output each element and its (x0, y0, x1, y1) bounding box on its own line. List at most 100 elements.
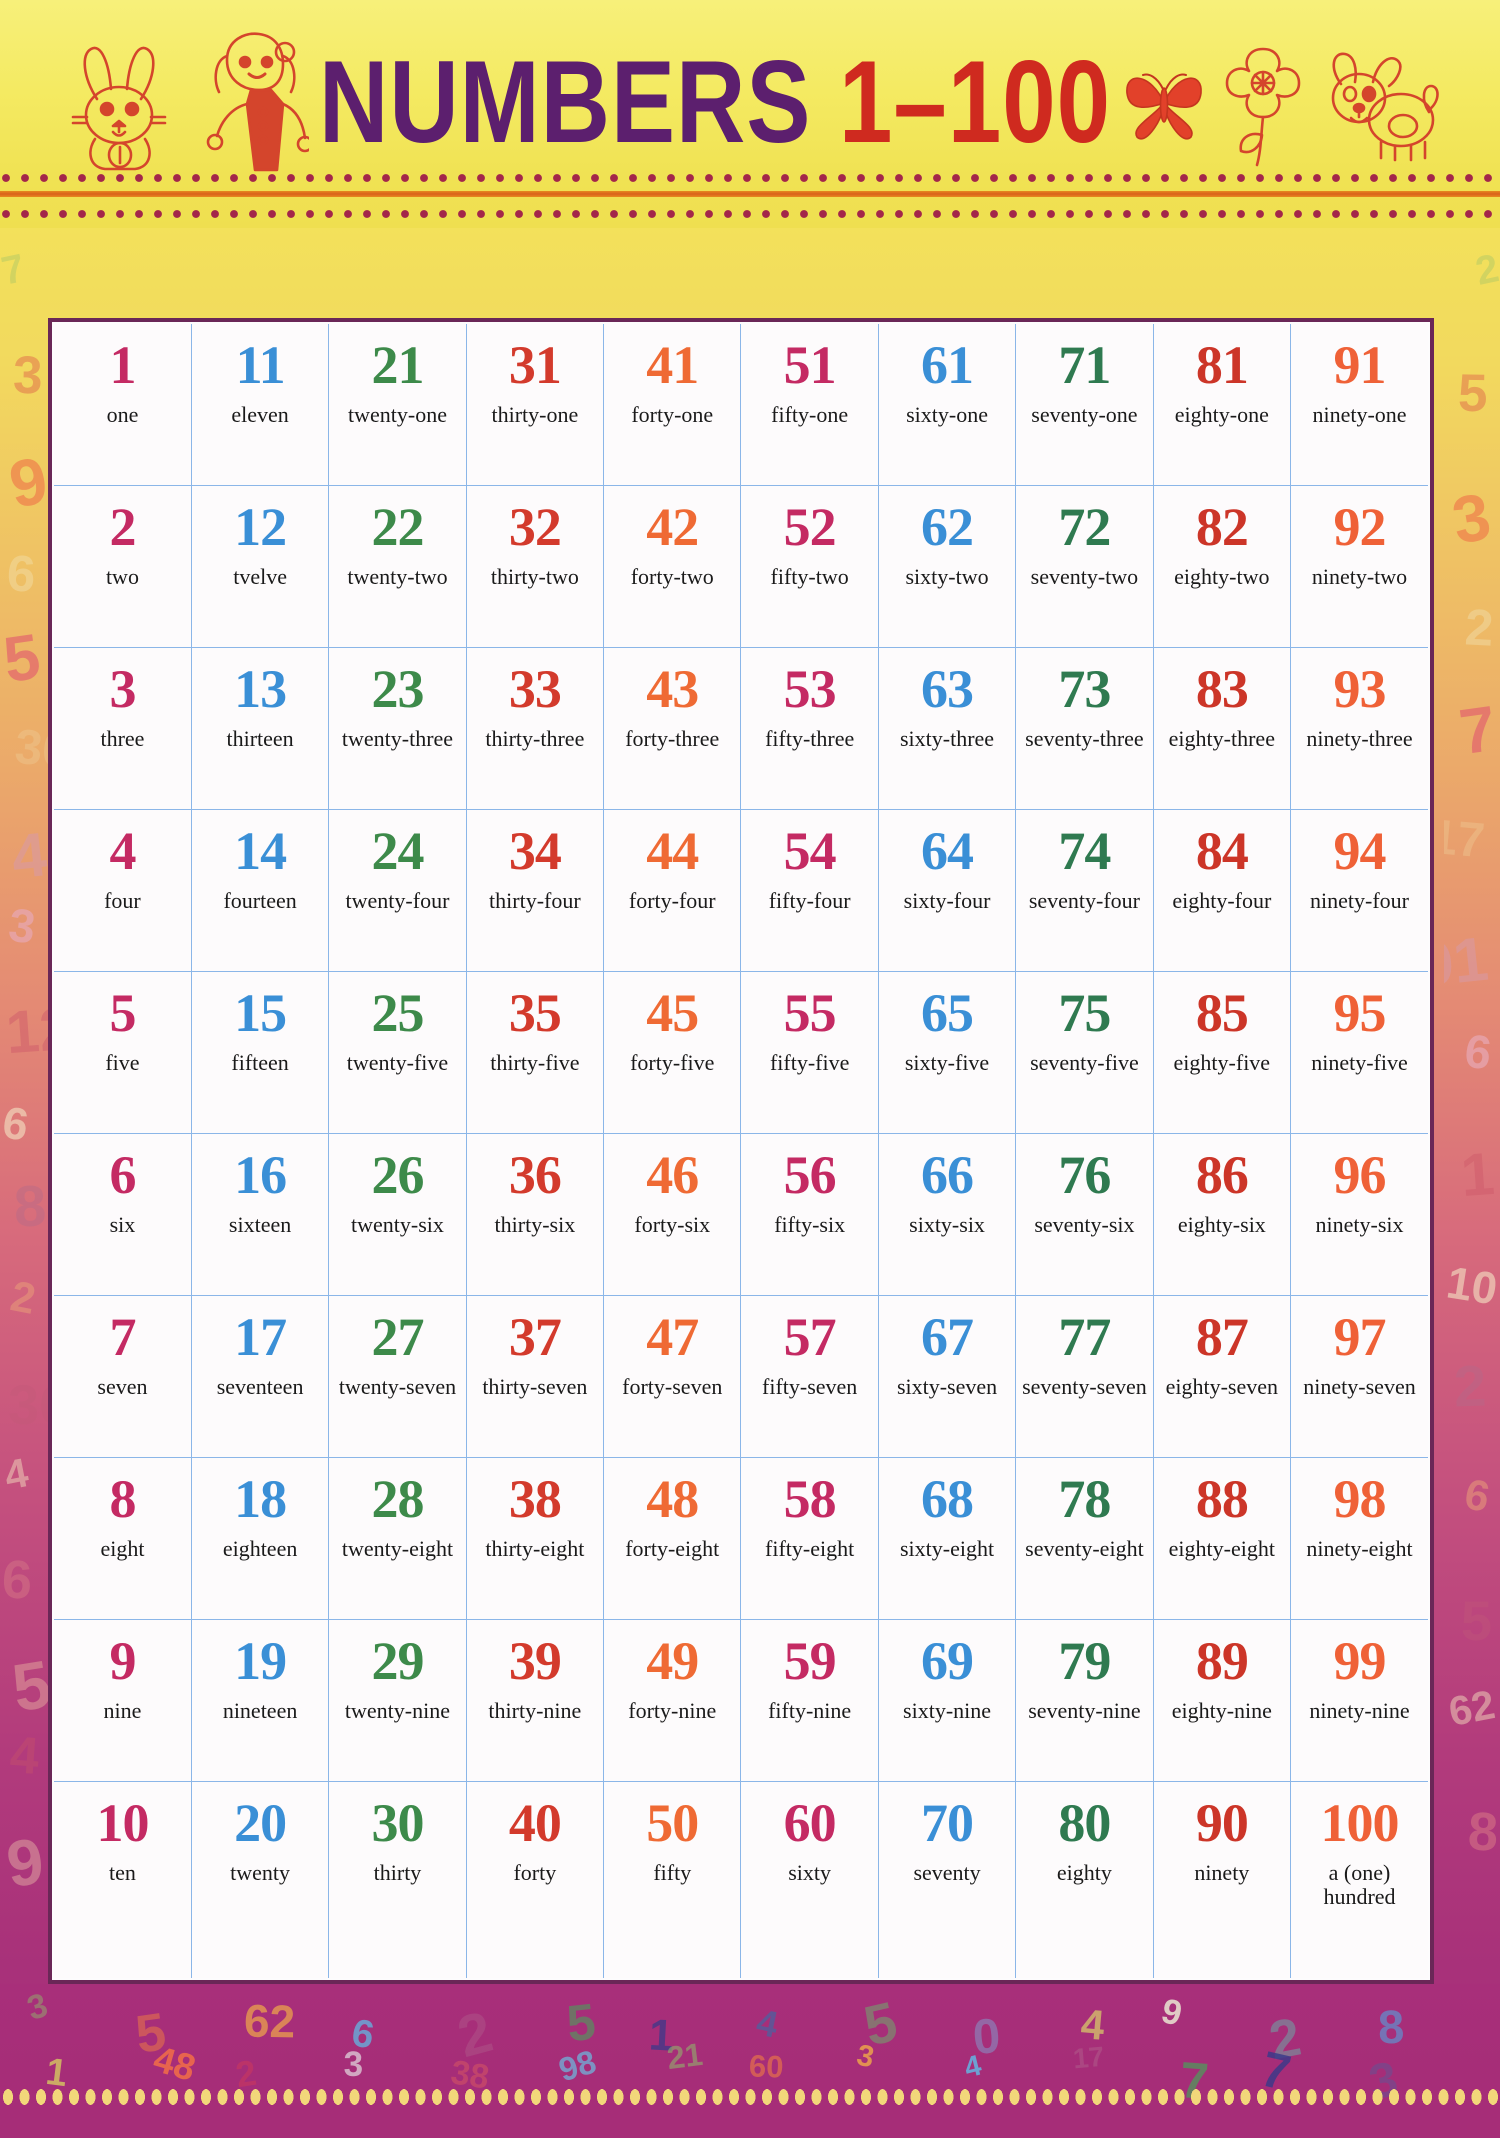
number-cell[interactable]: 60 sixty (740, 1780, 879, 1978)
number-cell[interactable]: 71 seventy-one (1015, 324, 1154, 486)
number-cell[interactable]: 97 ninety-seven (1290, 1294, 1428, 1458)
number-cell[interactable]: 90 ninety (1152, 1780, 1292, 1978)
number-cell[interactable]: 94 ninety-four (1290, 808, 1428, 972)
number-cell[interactable]: 19 nineteen (190, 1618, 330, 1782)
number-cell[interactable]: 44 forty-four (603, 808, 742, 972)
number-cell[interactable]: 77 seventy-seven (1015, 1294, 1154, 1458)
number-cell[interactable]: 11 eleven (190, 324, 330, 486)
number-cell[interactable]: 45 forty-five (603, 970, 742, 1134)
number-cell[interactable]: 80 eighty (1015, 1780, 1154, 1978)
number-cell[interactable]: 24 twenty-four (328, 808, 467, 972)
number-cell[interactable]: 54 fifty-four (740, 808, 879, 972)
number-cell[interactable]: 83 eighty-three (1152, 646, 1292, 810)
number-cell[interactable]: 59 fifty-nine (740, 1618, 879, 1782)
number-cell[interactable]: 76 seventy-six (1015, 1132, 1154, 1296)
number-cell[interactable]: 100 a (one) hundred (1290, 1780, 1428, 1978)
number-cell[interactable]: 22 twenty-two (328, 484, 467, 648)
number-cell[interactable]: 56 fifty-six (740, 1132, 879, 1296)
number-cell[interactable]: 14 fourteen (190, 808, 330, 972)
number-cell[interactable]: 35 thirty-five (465, 970, 605, 1134)
number-cell[interactable]: 74 seventy-four (1015, 808, 1154, 972)
number-cell[interactable]: 38 thirty-eight (465, 1456, 605, 1620)
number-cell[interactable]: 67 sixty-seven (877, 1294, 1017, 1458)
number-cell[interactable]: 78 seventy-eight (1015, 1456, 1154, 1620)
number-cell[interactable]: 28 twenty-eight (328, 1456, 467, 1620)
number-cell[interactable]: 12 tvelve (190, 484, 330, 648)
number-cell[interactable]: 70 seventy (877, 1780, 1017, 1978)
number-cell[interactable]: 3 three (54, 646, 192, 810)
number-cell[interactable]: 5 five (54, 970, 192, 1134)
number-cell[interactable]: 53 fifty-three (740, 646, 879, 810)
number-cell[interactable]: 84 eighty-four (1152, 808, 1292, 972)
number-cell[interactable]: 46 forty-six (603, 1132, 742, 1296)
number-cell[interactable]: 6 six (54, 1132, 192, 1296)
number-cell[interactable]: 48 forty-eight (603, 1456, 742, 1620)
number-cell[interactable]: 47 forty-seven (603, 1294, 742, 1458)
number-cell[interactable]: 18 eighteen (190, 1456, 330, 1620)
number-cell[interactable]: 32 thirty-two (465, 484, 605, 648)
number-cell[interactable]: 65 sixty-five (877, 970, 1017, 1134)
number-cell[interactable]: 73 seventy-three (1015, 646, 1154, 810)
number-cell[interactable]: 63 sixty-three (877, 646, 1017, 810)
number-cell[interactable]: 93 ninety-three (1290, 646, 1428, 810)
number-cell[interactable]: 41 forty-one (603, 324, 742, 486)
number-cell[interactable]: 87 eighty-seven (1152, 1294, 1292, 1458)
number-cell[interactable]: 30 thirty (328, 1780, 467, 1978)
number-cell[interactable]: 88 eighty-eight (1152, 1456, 1292, 1620)
number-cell[interactable]: 17 seventeen (190, 1294, 330, 1458)
number-cell[interactable]: 29 twenty-nine (328, 1618, 467, 1782)
number-cell[interactable]: 95 ninety-five (1290, 970, 1428, 1134)
number-cell[interactable]: 2 two (54, 484, 192, 648)
number-cell[interactable]: 34 thirty-four (465, 808, 605, 972)
number-cell[interactable]: 36 thirty-six (465, 1132, 605, 1296)
number-cell[interactable]: 13 thirteen (190, 646, 330, 810)
number-cell[interactable]: 9 nine (54, 1618, 192, 1782)
number-cell[interactable]: 79 seventy-nine (1015, 1618, 1154, 1782)
number-cell[interactable]: 51 fifty-one (740, 324, 879, 486)
number-cell[interactable]: 10 ten (54, 1780, 192, 1978)
number-cell[interactable]: 1 one (54, 324, 192, 486)
number-cell[interactable]: 99 ninety-nine (1290, 1618, 1428, 1782)
number-cell[interactable]: 91 ninety-one (1290, 324, 1428, 486)
number-cell[interactable]: 86 eighty-six (1152, 1132, 1292, 1296)
number-cell[interactable]: 20 twenty (190, 1780, 330, 1978)
number-cell[interactable]: 98 ninety-eight (1290, 1456, 1428, 1620)
number-cell[interactable]: 33 thirty-three (465, 646, 605, 810)
number-cell[interactable]: 8 eight (54, 1456, 192, 1620)
number-cell[interactable]: 66 sixty-six (877, 1132, 1017, 1296)
number-cell[interactable]: 4 four (54, 808, 192, 972)
number-cell[interactable]: 40 forty (465, 1780, 605, 1978)
number-cell[interactable]: 15 fifteen (190, 970, 330, 1134)
number-cell[interactable]: 96 ninety-six (1290, 1132, 1428, 1296)
number-cell[interactable]: 82 eighty-two (1152, 484, 1292, 648)
number-cell[interactable]: 92 ninety-two (1290, 484, 1428, 648)
number-cell[interactable]: 37 thirty-seven (465, 1294, 605, 1458)
number-cell[interactable]: 26 twenty-six (328, 1132, 467, 1296)
number-cell[interactable]: 7 seven (54, 1294, 192, 1458)
number-cell[interactable]: 43 forty-three (603, 646, 742, 810)
number-cell[interactable]: 69 sixty-nine (877, 1618, 1017, 1782)
number-cell[interactable]: 49 forty-nine (603, 1618, 742, 1782)
number-cell[interactable]: 39 thirty-nine (465, 1618, 605, 1782)
number-cell[interactable]: 62 sixty-two (877, 484, 1017, 648)
number-cell[interactable]: 27 twenty-seven (328, 1294, 467, 1458)
number-cell[interactable]: 16 sixteen (190, 1132, 330, 1296)
number-cell[interactable]: 64 sixty-four (877, 808, 1017, 972)
number-cell[interactable]: 81 eighty-one (1152, 324, 1292, 486)
number-cell[interactable]: 25 twenty-five (328, 970, 467, 1134)
number-cell[interactable]: 75 seventy-five (1015, 970, 1154, 1134)
number-cell[interactable]: 21 twenty-one (328, 324, 467, 486)
number-cell[interactable]: 89 eighty-nine (1152, 1618, 1292, 1782)
number-cell[interactable]: 58 fifty-eight (740, 1456, 879, 1620)
number-cell[interactable]: 85 eighty-five (1152, 970, 1292, 1134)
number-cell[interactable]: 50 fifty (603, 1780, 742, 1978)
number-cell[interactable]: 23 twenty-three (328, 646, 467, 810)
number-cell[interactable]: 72 seventy-two (1015, 484, 1154, 648)
number-cell[interactable]: 52 fifty-two (740, 484, 879, 648)
number-cell[interactable]: 68 sixty-eight (877, 1456, 1017, 1620)
number-cell[interactable]: 57 fifty-seven (740, 1294, 879, 1458)
number-cell[interactable]: 42 forty-two (603, 484, 742, 648)
number-cell[interactable]: 31 thirty-one (465, 324, 605, 486)
number-cell[interactable]: 55 fifty-five (740, 970, 879, 1134)
number-cell[interactable]: 61 sixty-one (877, 324, 1017, 486)
